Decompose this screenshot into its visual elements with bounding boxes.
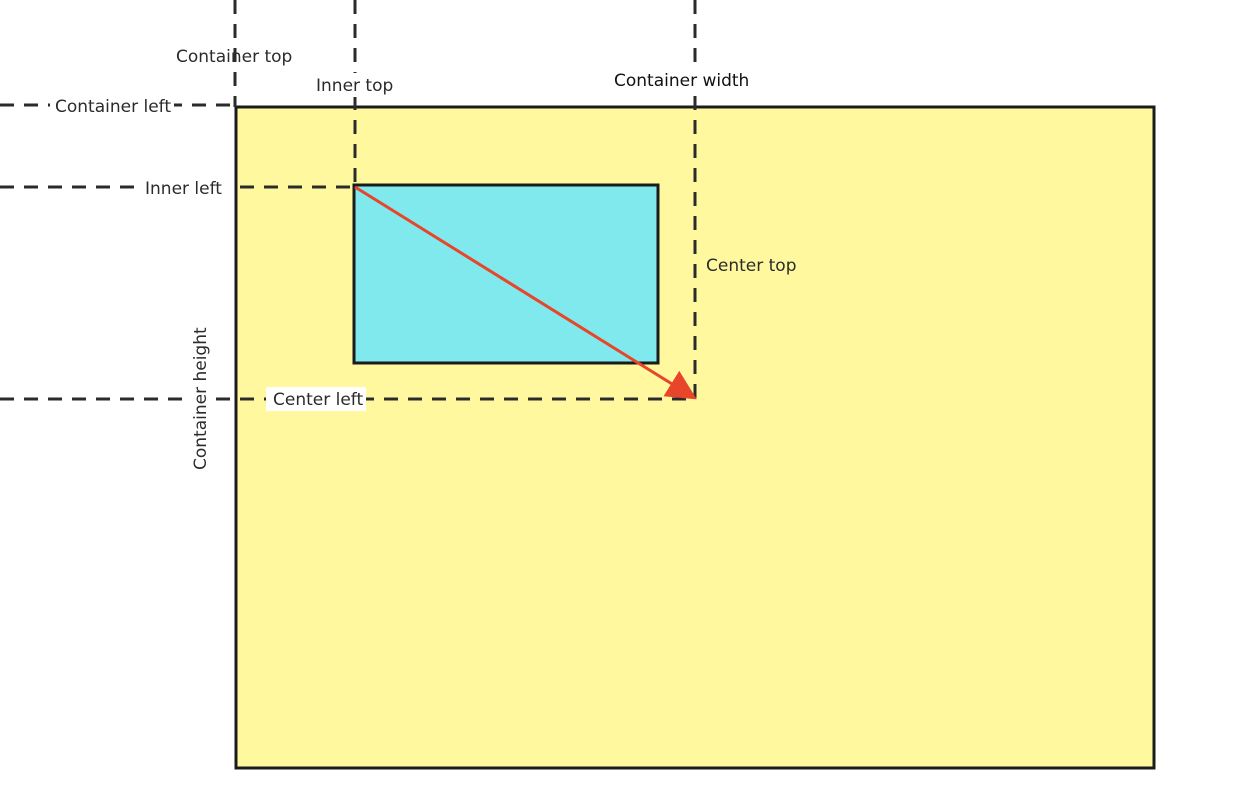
container-height-label: Container height [191, 327, 211, 470]
container-top-label: Container top [176, 47, 292, 67]
center-top-label: Center top [706, 256, 796, 276]
inner-box [352, 183, 660, 365]
inner-top-label: Inner top [316, 76, 393, 96]
inner-left-label: Inner left [145, 179, 222, 199]
offset-arrow [354, 185, 697, 400]
center-left-label: Center left [273, 390, 363, 410]
container-width-label: Container width [614, 71, 749, 91]
container-left-label: Container left [55, 97, 171, 117]
